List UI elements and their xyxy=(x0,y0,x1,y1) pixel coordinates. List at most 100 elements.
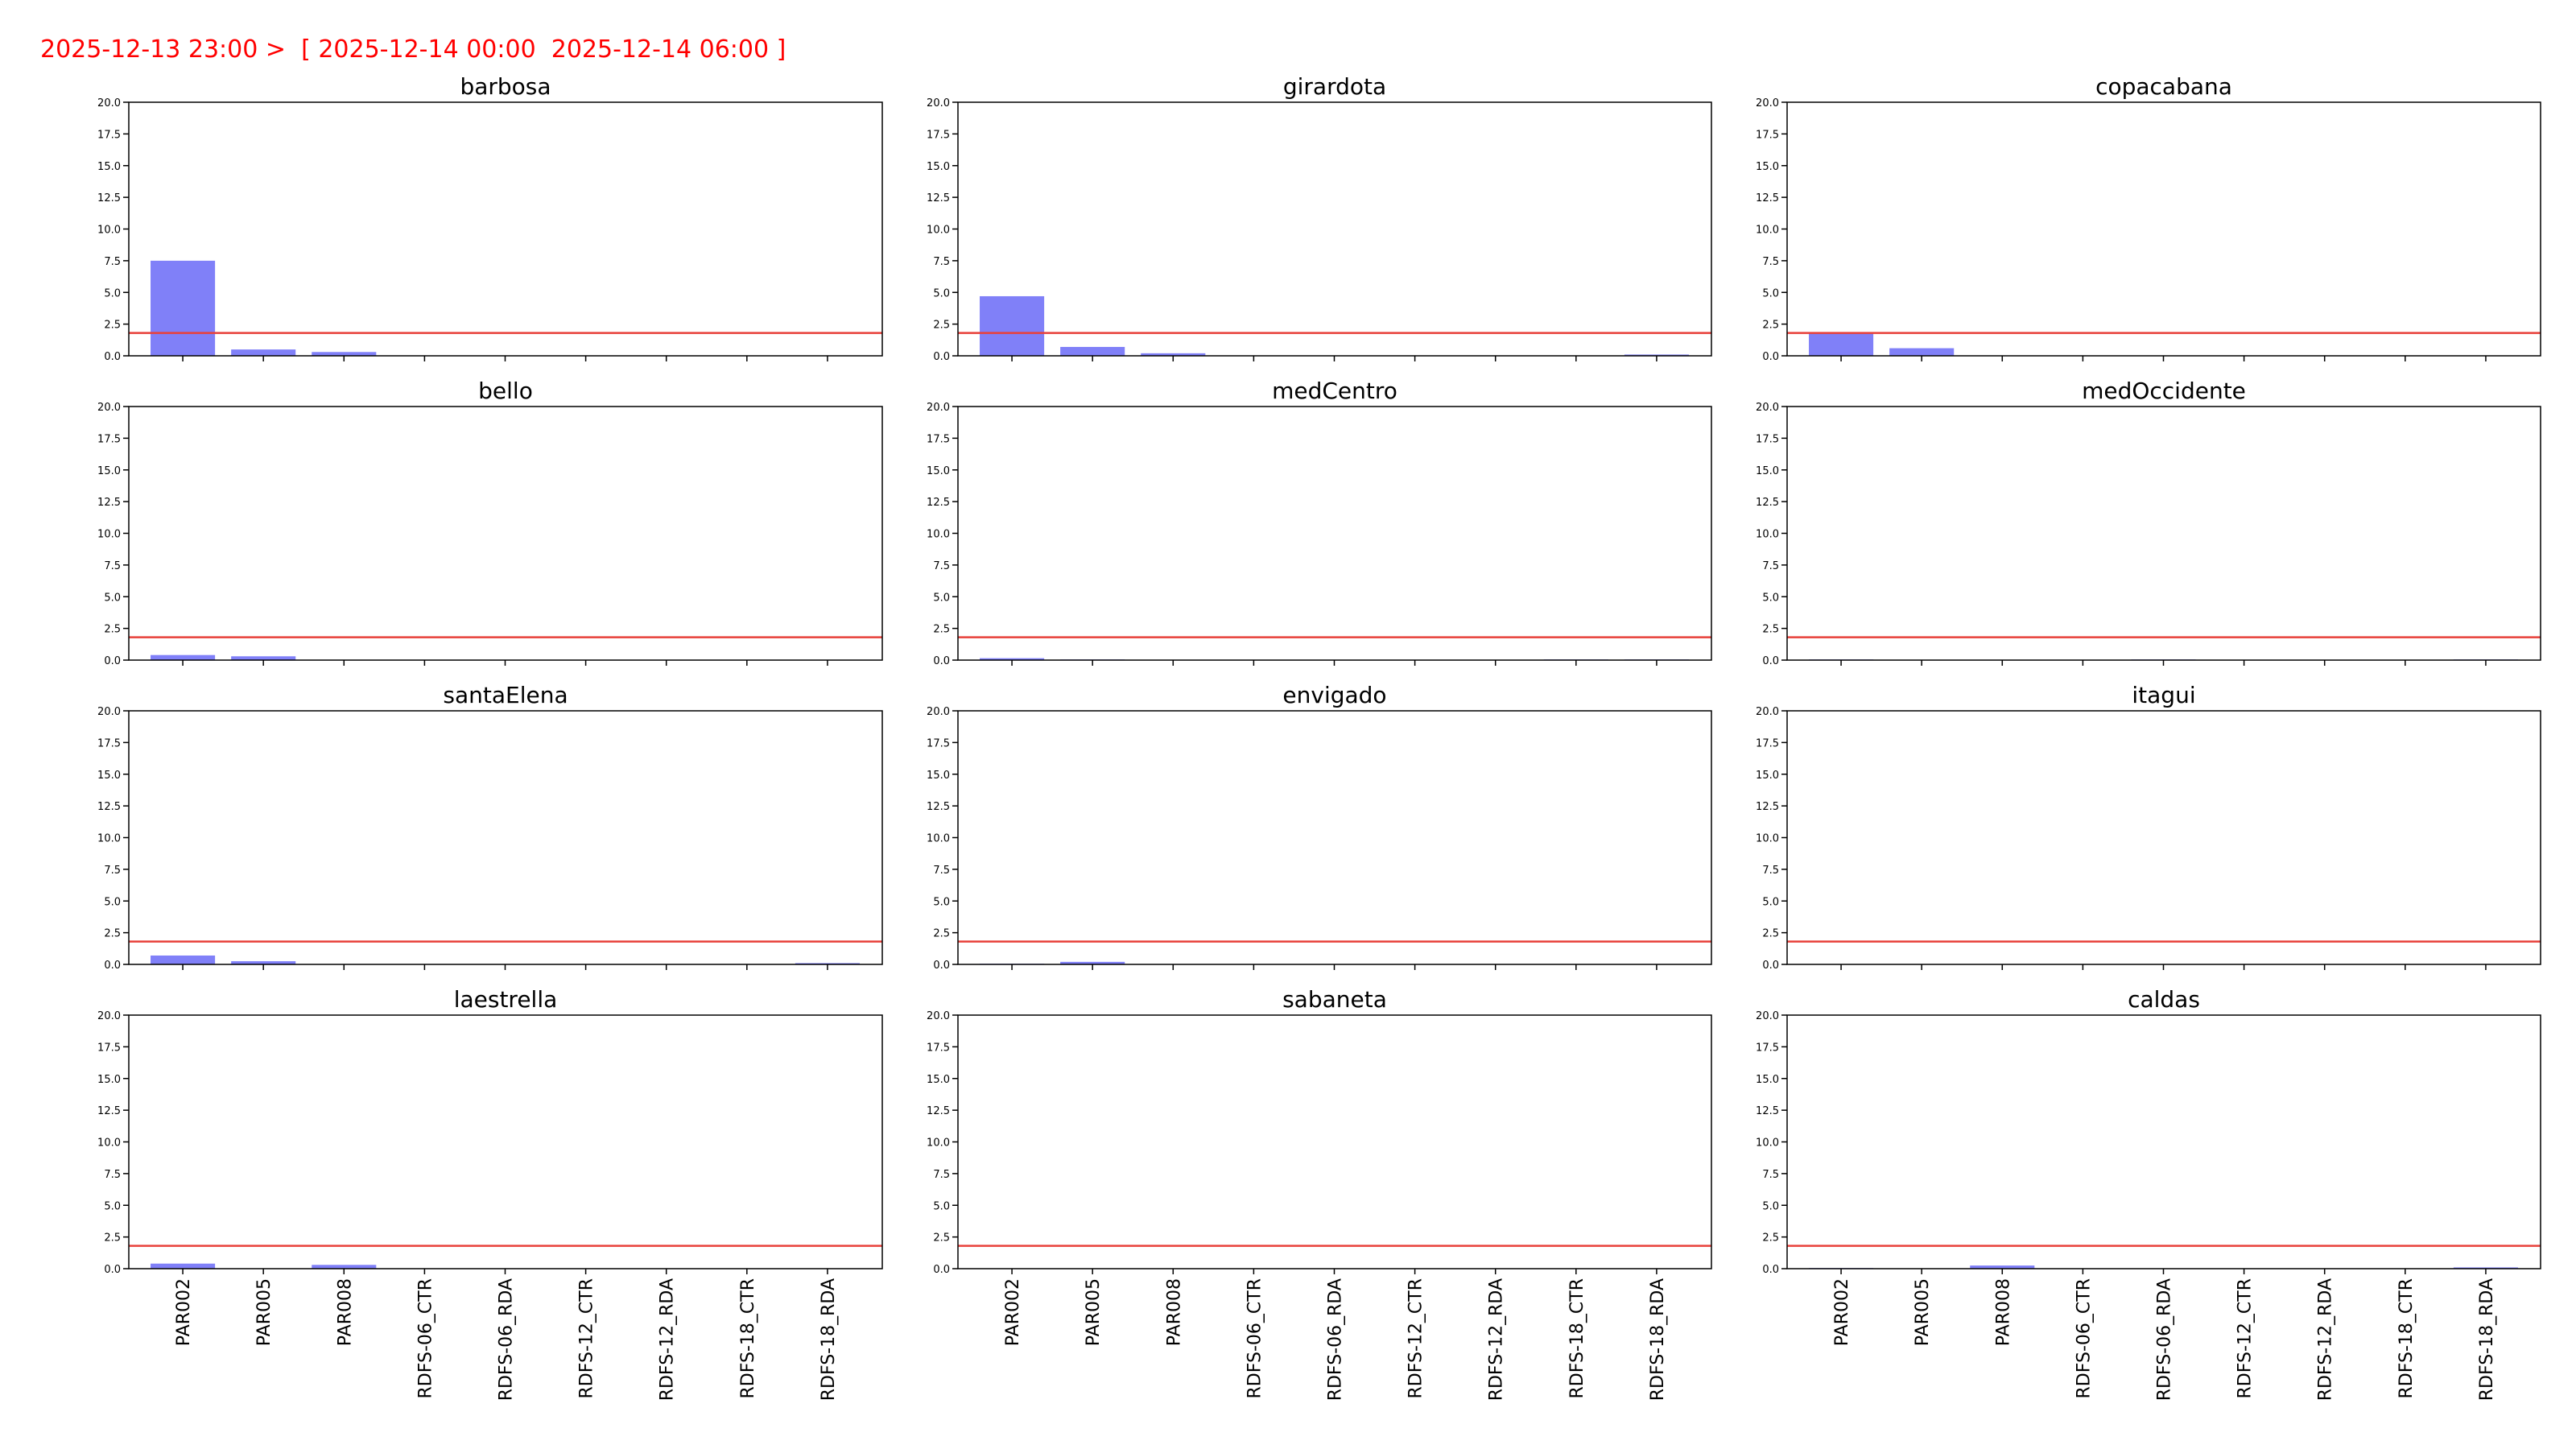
y-tick-label: 12.5 xyxy=(1756,801,1779,813)
y-tick-label: 5.0 xyxy=(1762,1200,1779,1212)
y-tick-label: 7.5 xyxy=(104,560,121,572)
panel-title: copacabana xyxy=(2095,73,2232,100)
x-tick-label: RDFS-12_CTR xyxy=(1406,1278,1426,1398)
bar-PAR002 xyxy=(980,295,1045,356)
x-tick-label: RDFS-12_CTR xyxy=(577,1278,597,1398)
y-tick-label: 2.5 xyxy=(104,320,121,332)
x-tick-label: RDFS-06_CTR xyxy=(1245,1278,1265,1398)
y-tick-label: 15.0 xyxy=(97,770,121,782)
x-tick-label: PAR008 xyxy=(1993,1278,2013,1346)
axes-frame xyxy=(957,710,1712,965)
axes-frame xyxy=(1786,1014,2541,1269)
y-tick-label: 15.0 xyxy=(927,770,950,782)
y-tick-label: 15.0 xyxy=(1756,770,1779,782)
panel-itagui: itagui 0.0 2.5 5.0 7.5 10.0 12.5 15.0 17.5 20.0 xyxy=(1756,682,2541,972)
time-range-header: 2025-12-13 23:00 > [ 2025-12-14 00:00 20… xyxy=(40,35,786,64)
y-tick-label: 12.5 xyxy=(927,497,950,509)
x-tick-label: PAR005 xyxy=(1084,1278,1104,1346)
y-tick-label: 0.0 xyxy=(104,351,121,363)
panel-envigado: envigado 0.0 2.5 5.0 7.5 10.0 12.5 15.0 17.5 20.0 xyxy=(927,682,1712,972)
y-tick-label: 7.5 xyxy=(1762,865,1779,877)
y-tick-label: 0.0 xyxy=(1762,960,1779,972)
y-tick-label: 7.5 xyxy=(933,865,950,877)
y-tick-label: 2.5 xyxy=(933,320,950,332)
y-tick-label: 5.0 xyxy=(1762,287,1779,299)
x-tick-label: RDFS-12_RDA xyxy=(2316,1278,2336,1401)
y-tick-label: 15.0 xyxy=(927,1074,950,1086)
bar-PAR005 xyxy=(231,349,296,356)
y-tick-label: 0.0 xyxy=(933,351,950,363)
axes-frame xyxy=(1786,101,2541,357)
x-tick-label: RDFS-18_RDA xyxy=(819,1278,839,1401)
y-tick-label: 5.0 xyxy=(933,287,950,299)
y-tick-label: 15.0 xyxy=(927,465,950,477)
y-tick-label: 0.0 xyxy=(1762,655,1779,667)
bar-RDFS-18_RDA xyxy=(2453,1267,2518,1269)
axes-frame xyxy=(128,710,883,965)
bar-PAR002 xyxy=(980,658,1045,660)
y-tick-label: 10.0 xyxy=(927,833,950,845)
y-tick-label: 2.5 xyxy=(933,1232,950,1245)
panel-bello: bello 0.0 2.5 5.0 7.5 10.0 12.5 15.0 17.5 20.0 xyxy=(97,378,883,667)
x-tick-label: RDFS-18_CTR xyxy=(2396,1278,2417,1398)
x-tick-label: PAR002 xyxy=(1832,1278,1852,1346)
y-tick-label: 15.0 xyxy=(97,161,121,173)
y-tick-label: 2.5 xyxy=(933,624,950,636)
y-tick-label: 0.0 xyxy=(933,1264,950,1276)
y-tick-label: 2.5 xyxy=(104,624,121,636)
x-tick-label: PAR002 xyxy=(1003,1278,1023,1346)
axes-frame xyxy=(128,406,883,661)
panel-title: sabaneta xyxy=(1282,986,1387,1013)
y-tick-label: 17.5 xyxy=(927,129,950,141)
y-tick-label: 7.5 xyxy=(1762,560,1779,572)
panel-medOccidente: medOccidente 0.0 2.5 5.0 7.5 10.0 12.5 15.0 17.5… xyxy=(1756,378,2541,667)
y-tick-label: 20.0 xyxy=(97,402,121,414)
y-tick-label: 7.5 xyxy=(933,256,950,268)
x-tick-label: PAR002 xyxy=(174,1278,194,1346)
bar-PAR002 xyxy=(151,260,216,356)
x-tick-label: RDFS-12_RDA xyxy=(1487,1278,1507,1401)
y-tick-label: 2.5 xyxy=(933,928,950,940)
panel-girardota: girardota 0.0 2.5 5.0 7.5 10.0 12.5 15.0 17.5 20.… xyxy=(927,73,1712,363)
y-tick-label: 5.0 xyxy=(104,1200,121,1212)
axes-frame xyxy=(957,406,1712,661)
y-tick-label: 0.0 xyxy=(1762,1264,1779,1276)
axes-frame xyxy=(1786,710,2541,965)
y-tick-label: 12.5 xyxy=(927,801,950,813)
y-tick-label: 20.0 xyxy=(97,1010,121,1022)
y-tick-label: 20.0 xyxy=(927,706,950,718)
axes-frame xyxy=(957,1014,1712,1269)
y-tick-label: 5.0 xyxy=(104,287,121,299)
bar-RDFS-18_RDA xyxy=(795,963,860,964)
y-tick-label: 10.0 xyxy=(97,529,121,541)
y-tick-label: 17.5 xyxy=(1756,433,1779,445)
x-tick-label: PAR005 xyxy=(254,1278,275,1346)
y-tick-label: 20.0 xyxy=(927,1010,950,1022)
y-tick-label: 12.5 xyxy=(1756,497,1779,509)
y-tick-label: 10.0 xyxy=(1756,1137,1779,1150)
panel-sabaneta: sabaneta 0.0 2.5 5.0 7.5 10.0 12.5 15.0 17.5 20.0… xyxy=(927,986,1712,1401)
y-tick-label: 15.0 xyxy=(97,1074,121,1086)
y-tick-label: 12.5 xyxy=(97,801,121,813)
x-tick-label: RDFS-06_RDA xyxy=(496,1278,516,1401)
y-tick-label: 2.5 xyxy=(1762,1232,1779,1245)
y-tick-label: 2.5 xyxy=(1762,928,1779,940)
y-tick-label: 2.5 xyxy=(1762,624,1779,636)
y-tick-label: 0.0 xyxy=(933,960,950,972)
y-tick-label: 15.0 xyxy=(1756,465,1779,477)
y-tick-label: 7.5 xyxy=(933,560,950,572)
y-tick-label: 12.5 xyxy=(97,1105,121,1117)
y-tick-label: 10.0 xyxy=(1756,529,1779,541)
bar-PAR002 xyxy=(1809,332,1874,356)
x-tick-label: RDFS-18_RDA xyxy=(1648,1278,1668,1401)
y-tick-label: 12.5 xyxy=(1756,192,1779,204)
y-tick-label: 5.0 xyxy=(1762,592,1779,604)
y-tick-label: 7.5 xyxy=(1762,256,1779,268)
y-tick-label: 15.0 xyxy=(97,465,121,477)
y-tick-label: 12.5 xyxy=(1756,1105,1779,1117)
axes-frame xyxy=(128,101,883,357)
panel-title: medOccidente xyxy=(2082,378,2246,404)
y-tick-label: 5.0 xyxy=(1762,896,1779,908)
y-tick-label: 20.0 xyxy=(97,706,121,718)
x-tick-label: RDFS-06_CTR xyxy=(415,1278,436,1398)
